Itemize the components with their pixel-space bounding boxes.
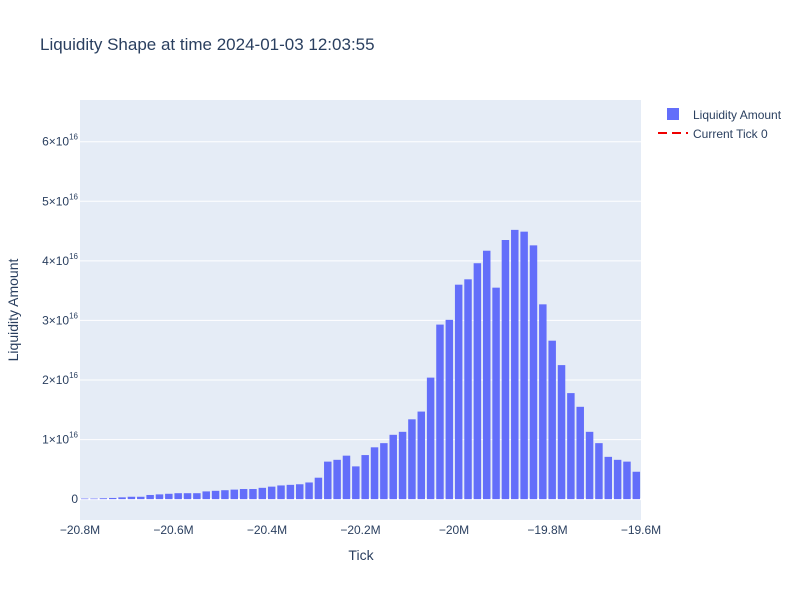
bar bbox=[239, 489, 248, 500]
bar bbox=[398, 431, 407, 500]
bar bbox=[193, 493, 201, 500]
bar bbox=[137, 496, 145, 500]
legend-item-current-tick[interactable]: Current Tick 0 bbox=[658, 127, 768, 141]
bar bbox=[155, 494, 164, 500]
x-axis-label: Tick bbox=[348, 547, 374, 563]
bar bbox=[118, 497, 126, 500]
x-tick-label: −20.6M bbox=[153, 523, 193, 537]
x-tick-label: −19.8M bbox=[527, 523, 567, 537]
plot-area bbox=[80, 100, 641, 520]
bar bbox=[408, 419, 416, 500]
bar bbox=[539, 304, 547, 500]
bar bbox=[202, 491, 210, 500]
bar bbox=[108, 497, 117, 500]
bar bbox=[183, 493, 192, 500]
bar bbox=[604, 456, 613, 500]
legend-swatch-liquidity-amount bbox=[667, 108, 679, 120]
x-tick-label: −19.6M bbox=[621, 523, 661, 537]
bar bbox=[445, 319, 454, 500]
gridlines bbox=[80, 141, 641, 501]
bar bbox=[613, 459, 622, 500]
bar bbox=[529, 245, 538, 500]
bar bbox=[361, 455, 369, 500]
bar bbox=[436, 324, 444, 500]
bars bbox=[80, 229, 641, 500]
legend-label-current-tick: Current Tick 0 bbox=[693, 127, 768, 141]
bar bbox=[548, 340, 556, 500]
bar bbox=[286, 484, 295, 500]
bar bbox=[258, 487, 267, 500]
bar bbox=[426, 377, 435, 500]
bar bbox=[557, 365, 566, 500]
y-axis-ticks: 0 1×1016 2×1016 3×1016 4×1016 5×1016 6×1016 bbox=[42, 133, 78, 506]
legend-item-liquidity-amount[interactable]: Liquidity Amount bbox=[667, 108, 782, 122]
bar bbox=[99, 498, 108, 500]
bar bbox=[632, 471, 641, 500]
x-tick-label: −20.2M bbox=[340, 523, 380, 537]
bar bbox=[473, 263, 482, 500]
bar bbox=[127, 496, 136, 500]
bar bbox=[174, 493, 182, 500]
bar bbox=[90, 498, 98, 500]
bar bbox=[454, 284, 463, 500]
y-tick-label: 5×1016 bbox=[42, 192, 78, 208]
bar bbox=[295, 484, 304, 500]
x-axis-ticks: −20.8M −20.6M −20.4M −20.2M −20M −19.8M −19.6M bbox=[60, 523, 661, 537]
x-tick-label: −20.4M bbox=[247, 523, 287, 537]
bar bbox=[389, 434, 397, 500]
y-tick-label: 0 bbox=[71, 492, 78, 506]
bar bbox=[165, 493, 173, 500]
bar bbox=[511, 229, 519, 500]
bar bbox=[623, 461, 631, 500]
legend[interactable]: Liquidity Amount Current Tick 0 bbox=[658, 108, 782, 141]
bar bbox=[576, 406, 584, 500]
x-tick-label: −20M bbox=[439, 523, 469, 537]
bar bbox=[492, 287, 500, 500]
bar bbox=[352, 466, 360, 500]
bar bbox=[333, 459, 341, 500]
bar bbox=[230, 489, 239, 500]
bar bbox=[305, 482, 313, 500]
bar bbox=[211, 490, 220, 500]
x-tick-label: −20.8M bbox=[60, 523, 100, 537]
legend-label-liquidity-amount: Liquidity Amount bbox=[693, 108, 782, 122]
y-tick-label: 2×1016 bbox=[42, 371, 78, 387]
chart-title: Liquidity Shape at time 2024-01-03 12:03… bbox=[40, 35, 375, 54]
bar bbox=[501, 240, 510, 500]
bar bbox=[595, 443, 603, 500]
bar bbox=[417, 411, 426, 500]
y-tick-label: 3×1016 bbox=[42, 311, 78, 327]
bar bbox=[520, 231, 528, 500]
bar bbox=[342, 455, 351, 500]
y-axis-label: Liquidity Amount bbox=[5, 259, 21, 362]
bar bbox=[80, 498, 89, 500]
bar bbox=[221, 490, 229, 500]
bar bbox=[482, 250, 491, 500]
y-tick-label: 1×1016 bbox=[42, 431, 78, 447]
bar bbox=[249, 489, 257, 500]
bar bbox=[567, 393, 575, 500]
bar bbox=[370, 447, 379, 500]
bar bbox=[464, 279, 472, 500]
bar bbox=[277, 485, 285, 500]
bar bbox=[585, 431, 594, 500]
bar bbox=[324, 461, 332, 500]
bar bbox=[380, 443, 388, 500]
bar bbox=[146, 494, 154, 500]
y-tick-label: 6×1016 bbox=[42, 133, 78, 149]
bar bbox=[314, 477, 323, 500]
y-tick-label: 4×1016 bbox=[42, 252, 78, 268]
bar bbox=[267, 486, 276, 500]
